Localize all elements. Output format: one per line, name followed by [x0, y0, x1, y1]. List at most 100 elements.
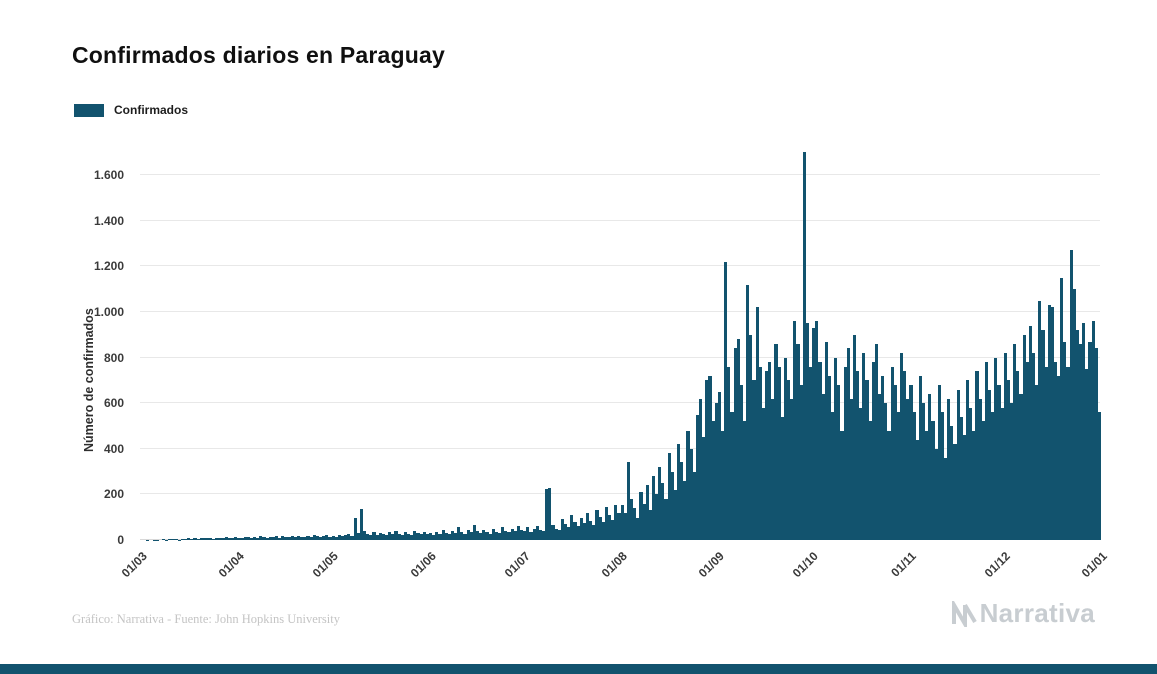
bar [683, 480, 687, 540]
bar [416, 533, 420, 540]
bar [441, 529, 445, 540]
bar [730, 412, 734, 540]
bar [906, 398, 910, 540]
bar [419, 534, 423, 540]
bar [978, 398, 982, 540]
bar [297, 535, 301, 540]
gridline [140, 265, 1100, 267]
bar [1088, 341, 1092, 540]
bar [881, 375, 885, 540]
bar [240, 538, 244, 540]
gridline [140, 311, 1100, 312]
bar [595, 510, 599, 540]
bar [956, 389, 960, 540]
footer-accent-bar [0, 664, 1157, 674]
bar [573, 521, 577, 540]
bar [865, 380, 869, 540]
bar [856, 371, 860, 540]
bar [1025, 362, 1029, 540]
bar [485, 532, 489, 540]
bar [193, 538, 197, 540]
bar [278, 537, 282, 540]
bar [469, 532, 473, 540]
x-tick-label: 01/11 [887, 549, 919, 580]
bar [369, 534, 373, 540]
bar [1050, 307, 1054, 540]
bar [362, 530, 367, 540]
bar [771, 398, 775, 540]
bar [463, 533, 467, 540]
bar [1006, 380, 1010, 540]
bar [249, 537, 254, 540]
bar [488, 533, 492, 540]
y-tick-label: 1.600 [93, 168, 124, 183]
bar [636, 518, 640, 540]
bar [755, 307, 759, 540]
gridline [140, 447, 1100, 449]
bar [199, 537, 203, 540]
bar [356, 533, 360, 540]
bar [510, 529, 514, 540]
legend: Confirmados [74, 103, 188, 117]
bar [739, 384, 743, 540]
bar [454, 533, 458, 540]
bar [494, 531, 499, 540]
bar [1060, 277, 1064, 540]
bar [1028, 325, 1032, 540]
bar [209, 538, 213, 540]
bar [1072, 289, 1076, 540]
bar [337, 535, 341, 540]
bar [1022, 334, 1026, 540]
bar [928, 394, 932, 540]
y-tick-label: 200 [103, 487, 124, 502]
bar [1041, 330, 1045, 540]
narrativa-logo-text: Narrativa [979, 598, 1095, 628]
bar [987, 389, 992, 540]
bar [692, 471, 696, 540]
bar [331, 535, 335, 540]
bar [840, 430, 844, 540]
bar [1053, 362, 1058, 540]
bar [1009, 403, 1014, 540]
bar [975, 371, 979, 540]
bar [498, 532, 502, 540]
bar [651, 476, 656, 540]
bar [940, 412, 944, 540]
bar [673, 489, 678, 540]
bar [1082, 323, 1086, 540]
bar [391, 534, 395, 540]
x-tick-label: 01/10 [790, 549, 822, 581]
bar [802, 152, 806, 540]
bar [319, 537, 323, 540]
bar [256, 537, 260, 540]
bar [1085, 369, 1089, 540]
bar [686, 430, 690, 540]
bar [224, 537, 228, 540]
gridline [140, 402, 1100, 404]
bar [174, 538, 178, 540]
y-tick-label: 1.000 [93, 305, 124, 319]
bar [808, 366, 813, 540]
bar [859, 407, 863, 540]
bar [246, 536, 250, 540]
bar [234, 537, 238, 540]
bar [372, 532, 376, 540]
bar [262, 537, 266, 540]
x-tick-label: 01/08 [598, 549, 630, 581]
bar [1019, 394, 1023, 540]
bar [1069, 250, 1073, 540]
bar [221, 538, 225, 540]
bar [284, 536, 288, 540]
bar [969, 407, 973, 540]
bar [617, 512, 621, 540]
bar [909, 384, 913, 540]
bar [862, 353, 866, 540]
bar [984, 362, 988, 540]
bar [582, 522, 586, 540]
bar [501, 526, 505, 540]
bar [532, 529, 536, 540]
bar [714, 403, 718, 540]
bar [526, 527, 530, 540]
x-tick-label: 01/12 [981, 549, 1013, 581]
bar [736, 339, 740, 540]
